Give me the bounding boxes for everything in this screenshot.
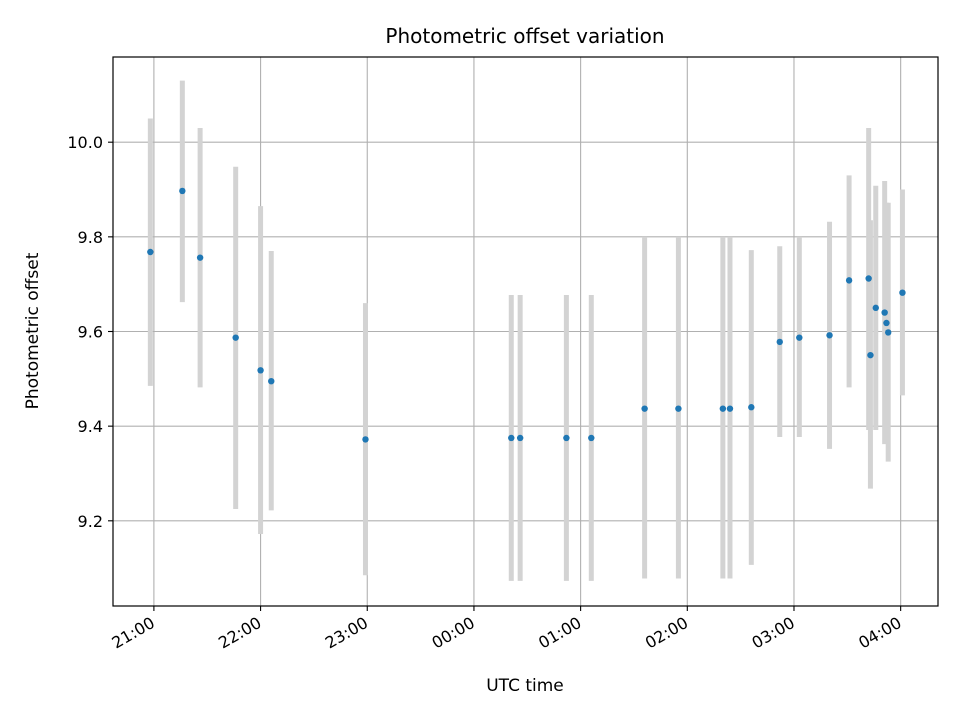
data-point xyxy=(796,334,803,341)
data-point xyxy=(776,338,783,346)
data-point xyxy=(726,405,734,412)
data-point xyxy=(845,277,853,284)
data-point xyxy=(748,404,755,411)
y-tick-label: 9.2 xyxy=(78,512,103,531)
data-point xyxy=(196,254,204,261)
y-tick-label: 9.8 xyxy=(78,228,103,247)
data-point xyxy=(563,434,570,442)
data-point xyxy=(232,334,239,341)
data-point xyxy=(641,405,648,412)
y-tick-label: 9.6 xyxy=(78,323,103,342)
y-tick-label: 10.0 xyxy=(67,133,103,152)
chart-title: Photometric offset variation xyxy=(385,24,664,48)
data-point xyxy=(675,405,682,412)
data-point xyxy=(257,367,264,374)
data-point xyxy=(872,304,879,312)
data-point xyxy=(179,187,186,195)
data-point xyxy=(865,275,872,282)
data-point xyxy=(268,377,275,385)
data-point xyxy=(899,289,906,296)
data-point xyxy=(516,434,524,442)
y-axis-label: Photometric offset xyxy=(23,252,43,409)
data-point xyxy=(883,319,890,327)
data-point xyxy=(719,405,727,412)
data-points xyxy=(147,187,906,443)
y-tick-label: 9.4 xyxy=(78,417,103,436)
data-point xyxy=(362,436,369,443)
data-point xyxy=(508,434,515,442)
data-point xyxy=(881,309,888,316)
y-axis: 9.2 9.4 9.6 9.8 10.0 xyxy=(67,133,113,531)
x-axis-label: UTC time xyxy=(486,676,564,696)
data-point xyxy=(826,332,833,339)
data-point xyxy=(885,329,892,336)
data-point xyxy=(588,434,595,442)
data-point xyxy=(147,248,154,256)
data-point xyxy=(867,351,874,359)
